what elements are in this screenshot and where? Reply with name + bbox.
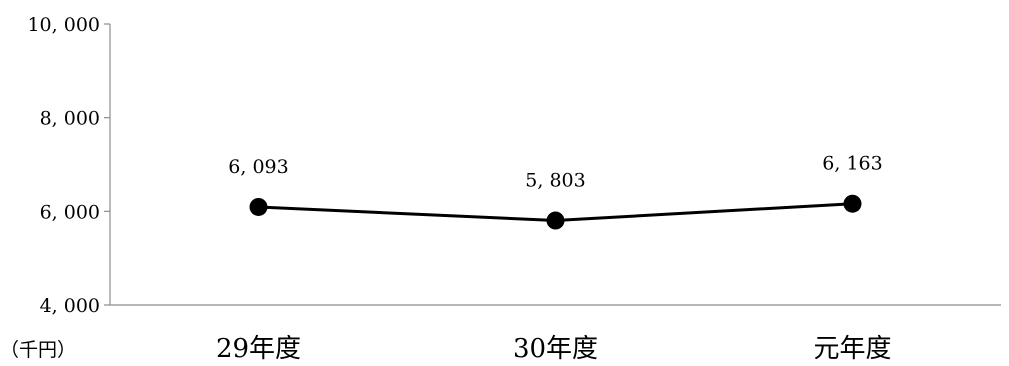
x-category-label: 29年度 — [216, 334, 301, 362]
unit-label: （千円） — [0, 339, 76, 361]
labels: 29年度 30年度 元年度 6, 093 5, 803 6, 163 — [216, 153, 892, 364]
y-tick-label: 4, 000 — [40, 295, 100, 317]
y-ticks: 4, 000 6, 000 8, 000 10, 000 — [27, 14, 110, 317]
series — [249, 194, 862, 230]
data-label: 6, 163 — [822, 153, 882, 175]
data-label: 5, 803 — [525, 170, 585, 192]
y-tick-label: 10, 000 — [27, 14, 100, 36]
axes — [109, 24, 1001, 306]
data-point — [843, 194, 862, 213]
data-point — [249, 197, 268, 216]
y-tick-label: 6, 000 — [40, 201, 100, 223]
data-label: 6, 093 — [228, 156, 288, 178]
y-tick-label: 8, 000 — [40, 108, 100, 130]
x-category-label: 30年度 — [513, 334, 598, 362]
x-category-label: 元年度 — [813, 334, 891, 362]
data-point — [546, 211, 565, 230]
